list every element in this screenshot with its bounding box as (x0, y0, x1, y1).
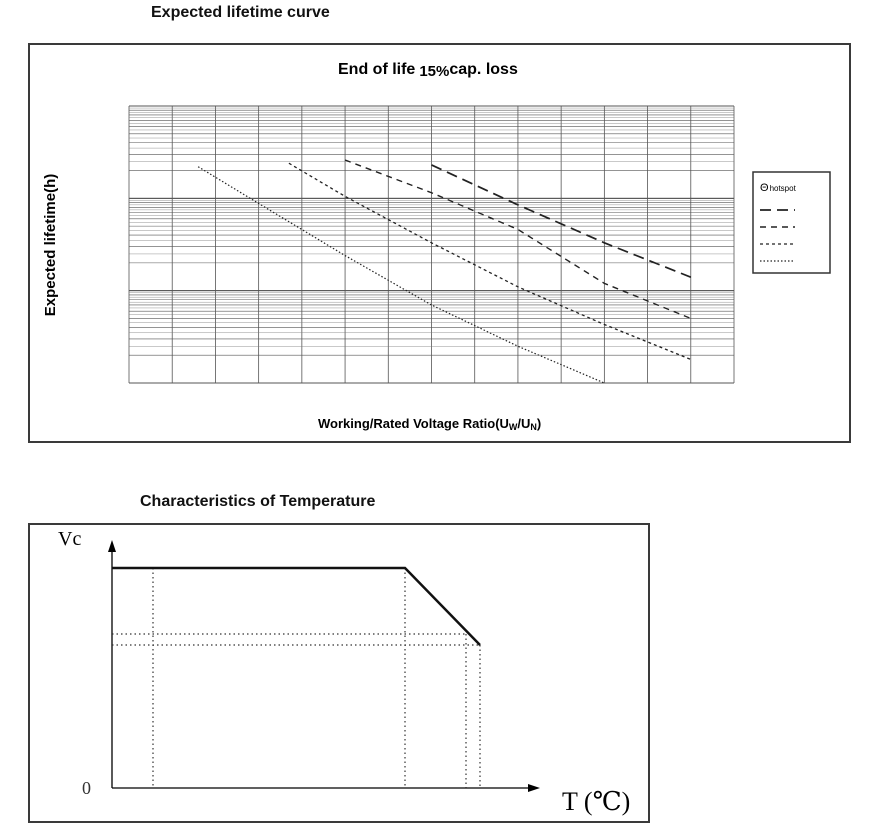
chart1-title-main: End of life (338, 61, 415, 78)
legend-box (752, 171, 831, 274)
chart1-xlabel-sub1: W (509, 422, 518, 432)
lifetime-chart: End of life 15%cap. loss Expected lifetim… (42, 61, 831, 432)
series-line-dashed (344, 159, 692, 320)
legend-title-sub: hotspot (770, 184, 797, 193)
chart1-xlabel: Working/Rated Voltage Ratio(UW/UN) (318, 416, 541, 432)
chart2-xlabel: T (℃) (562, 787, 630, 816)
legend-title-symbol: Θ (760, 182, 769, 194)
chart1-heading: Expected lifetime curve (151, 4, 330, 21)
chart2-x-arrow (528, 784, 540, 792)
legend-title: Θhotspot (760, 182, 797, 194)
series-line-long-dashed (431, 164, 692, 278)
chart1-ylabel: Expected lifetime(h) (42, 174, 59, 317)
chart2-origin: 0 (82, 778, 91, 798)
chart1-xlabel-main: Working/Rated Voltage Ratio(U (318, 416, 509, 431)
chart1-title-percent: 15% (419, 63, 449, 80)
chart1-title-suffix: cap. loss (449, 61, 518, 78)
derating-line (112, 566, 481, 646)
chart2-y-arrow (108, 540, 116, 552)
chart1-title: End of life 15%cap. loss (338, 61, 518, 80)
chart1-xlabel-sub2: N (530, 422, 537, 432)
chart1-xlabel-end: ) (537, 416, 541, 431)
chart1-frame (28, 43, 851, 443)
chart1-legend: Θhotspot (752, 171, 831, 274)
chart2-frame (28, 523, 650, 823)
chart1-xlabel-mid: /U (517, 416, 530, 431)
chart2-ylabel: Vc (58, 528, 81, 550)
series-line-dotted (197, 166, 605, 384)
chart2-heading: Characteristics of Temperature (140, 493, 376, 510)
series-line-dense-dashed (288, 162, 692, 361)
